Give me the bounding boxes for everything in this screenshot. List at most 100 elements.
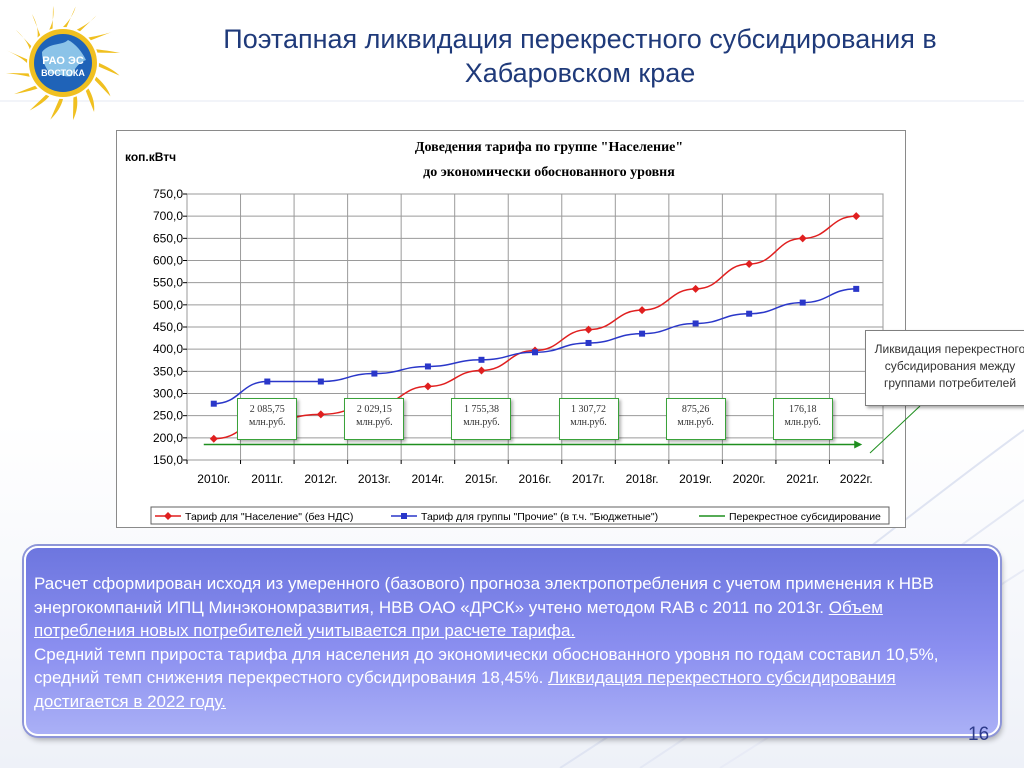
logo-text-1: РАО ЭС [42,55,84,67]
subsidy-value-box: 2 085,75 млн.руб. [237,398,298,440]
subsidy-amount: 2 085,75 [249,404,285,415]
subsidy-amount: 1 755,38 [463,404,499,415]
subsidy-unit: млн.руб. [677,417,714,428]
liquidation-callout: Ликвидация перекрестного субсидирования … [865,330,1024,406]
page-title: Поэтапная ликвидация перекрестного субси… [140,22,1020,90]
data-point-other [210,400,217,407]
subsidy-value-box: 176,18 млн.руб. [772,398,833,440]
subsidy-amount: 1 307,72 [571,404,607,415]
data-point-population [477,366,486,375]
info-text-1: Расчет сформирован исходя из умеренного … [34,574,934,617]
info-text-2: Объем потребления новых потребителей учи… [34,597,883,641]
sun-ray [5,72,30,77]
sun-ray [76,15,97,32]
data-point-other [478,356,485,363]
x-tick-label: 2012г. [304,472,337,486]
subsidy-amount: 2 029,15 [356,404,392,415]
company-logo: РАО ЭС ВОСТОКА [5,5,121,121]
legend-label: Тариф для группы "Прочие" (в т.ч. "Бюдже… [421,511,658,523]
data-point-population [584,325,593,334]
data-point-other [371,370,378,377]
data-point-population [745,260,754,269]
sun-rays-icon [5,5,121,121]
subsidy-amount: 176,18 [788,404,817,415]
arrow-icon [854,440,863,449]
data-point-other [853,285,860,292]
data-point-other [585,339,592,346]
y-tick-label: 550,0 [153,276,183,290]
page-title-line1: Поэтапная ликвидация перекрестного субси… [223,24,937,54]
info-panel: Расчет сформирован исходя из умеренного … [24,546,1000,736]
callout-line2: субсидирования между [884,359,1016,373]
y-tick-label: 600,0 [153,254,183,268]
y-tick-label: 150,0 [153,453,183,467]
data-point-other [532,349,538,356]
subsidy-unit: млн.руб. [784,417,821,428]
x-tick-label: 2010г. [197,472,230,486]
chart-legend: Тариф для "Население" (без НДС) Тариф для… [150,506,890,525]
legend-label: Перекрестное субсидирование [729,511,881,523]
x-tick-label: 2019г. [679,472,712,486]
page-title-line2: Хабаровском крае [464,58,696,88]
callout-line1: Ликвидация перекрестного [874,342,1024,356]
y-tick-label: 400,0 [153,342,183,356]
sun-ray [88,31,112,41]
data-point-other [799,299,806,306]
x-tick-label: 2020г. [733,472,766,486]
sun-ray [72,96,78,121]
data-point-population [691,284,700,293]
subsidy-unit: млн.руб. [249,417,286,428]
data-point-population [638,306,647,315]
x-tick-label: 2014г. [411,472,444,486]
y-tick-label: 750,0 [153,187,183,201]
x-tick-label: 2011г. [251,472,283,486]
subsidy-amount: 875,26 [681,404,710,415]
sun-ray [14,85,38,95]
y-tick-label: 350,0 [153,364,183,378]
info-text-3: Средний темп прироста тарифа для населен… [34,644,939,688]
x-tick-label: 2013г. [358,472,391,486]
y-axis: 150,0 200,0 250,0 300,0 350,0 400,0 450,0 500,0… [153,187,187,467]
legend-marker [401,513,407,519]
x-tick-label: 2016г. [519,472,552,486]
sun-ray [63,6,76,28]
chart-title-line2: до экономически обоснованного уровня [423,165,675,180]
page-number: 16 [968,724,990,745]
data-point-population [423,382,432,391]
sun-ray [96,49,121,54]
tariff-chart: коп.кВтч Доведения тарифа по группе "Нас… [125,140,890,525]
subsidy-value-box: 1 755,38 млн.руб. [451,398,512,440]
y-tick-label: 250,0 [153,409,183,423]
data-point-other [746,310,753,317]
data-point-population [852,212,861,221]
sun-ray [6,50,28,63]
x-axis: 2010г. 2011г. 2012г. 2013г. 2014г. 2015г. 2016… [186,460,884,486]
subsidy-value-box: 1 307,72 млн.руб. [558,398,619,440]
data-point-other [264,378,271,385]
chart-ylabel: коп.кВтч [125,150,176,164]
data-point-other [639,330,646,337]
sun-ray [50,98,63,120]
data-point-population [798,234,807,243]
data-point-population [316,410,325,419]
sun-ray [85,88,95,112]
legend-marker [164,512,172,520]
data-point-other [317,378,324,385]
sun-ray [98,63,120,76]
y-tick-label: 450,0 [153,320,183,334]
y-tick-label: 200,0 [153,431,183,445]
x-tick-label: 2022г. [840,472,873,486]
sun-ray [94,76,111,97]
x-tick-label: 2017г. [572,472,605,486]
sun-ray [31,14,41,38]
sun-ray [15,29,32,50]
chart-title-line1: Доведения тарифа по группе "Население" [415,140,683,155]
subsidy-unit: млн.руб. [356,417,393,428]
subsidy-unit: млн.руб. [463,417,500,428]
y-tick-label: 500,0 [153,298,183,312]
logo-text-2: ВОСТОКА [41,68,85,78]
sun-ray [29,94,50,111]
x-tick-label: 2021г. [786,472,819,486]
subsidy-value-box: 875,26 млн.руб. [665,398,726,440]
subsidy-unit: млн.руб. [570,417,607,428]
